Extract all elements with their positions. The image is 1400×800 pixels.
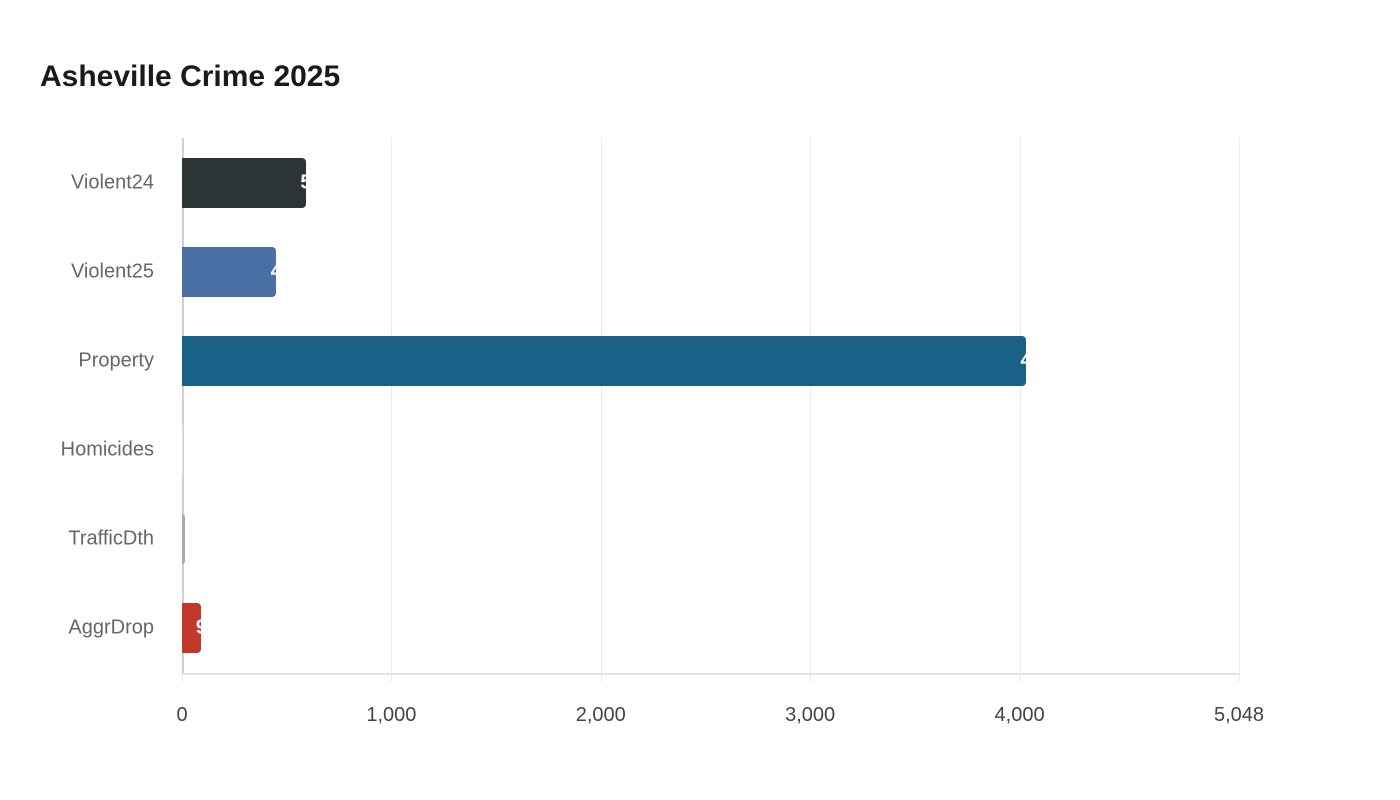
plot-area: 5 4 4 9 — [182, 138, 1240, 682]
category-label: Property — [78, 349, 154, 372]
bar-value-label: 5 — [300, 172, 305, 195]
category-label: AggrDrop — [68, 616, 154, 639]
x-tick-label: 5,048 — [1213, 704, 1265, 726]
bar-trafficdth[interactable] — [182, 514, 185, 564]
category-label: Violent25 — [70, 260, 154, 283]
category-label: TrafficDth — [68, 527, 154, 550]
x-axis-line — [182, 673, 1239, 675]
bar-value-label: 4 — [271, 261, 276, 284]
x-tick-label: 3,000 — [785, 704, 836, 726]
x-tick-label: 4,000 — [994, 704, 1045, 726]
gridline — [600, 138, 602, 682]
category-label: Homicides — [60, 438, 154, 461]
bar-violent25[interactable]: 4 — [182, 247, 276, 297]
bar-value-label: 4 — [1021, 350, 1026, 373]
bar-homicides[interactable] — [182, 425, 184, 475]
bar-violent24[interactable]: 5 — [182, 158, 306, 208]
gridline — [1019, 138, 1021, 682]
gridline — [810, 138, 812, 682]
x-tick-label: 2,000 — [575, 704, 626, 726]
bar-value-label: 9 — [196, 617, 201, 640]
gridline — [1239, 138, 1240, 682]
bar-aggrdrop[interactable]: 9 — [182, 603, 201, 653]
x-tick-label: 1,000 — [366, 704, 417, 726]
category-label: Violent24 — [70, 171, 154, 194]
chart-title: Asheville Crime 2025 — [40, 60, 341, 93]
y-axis-line — [182, 138, 184, 674]
bar-property[interactable]: 4 — [182, 336, 1026, 386]
gridline — [391, 138, 393, 682]
x-tick-label: 0 — [176, 704, 188, 726]
